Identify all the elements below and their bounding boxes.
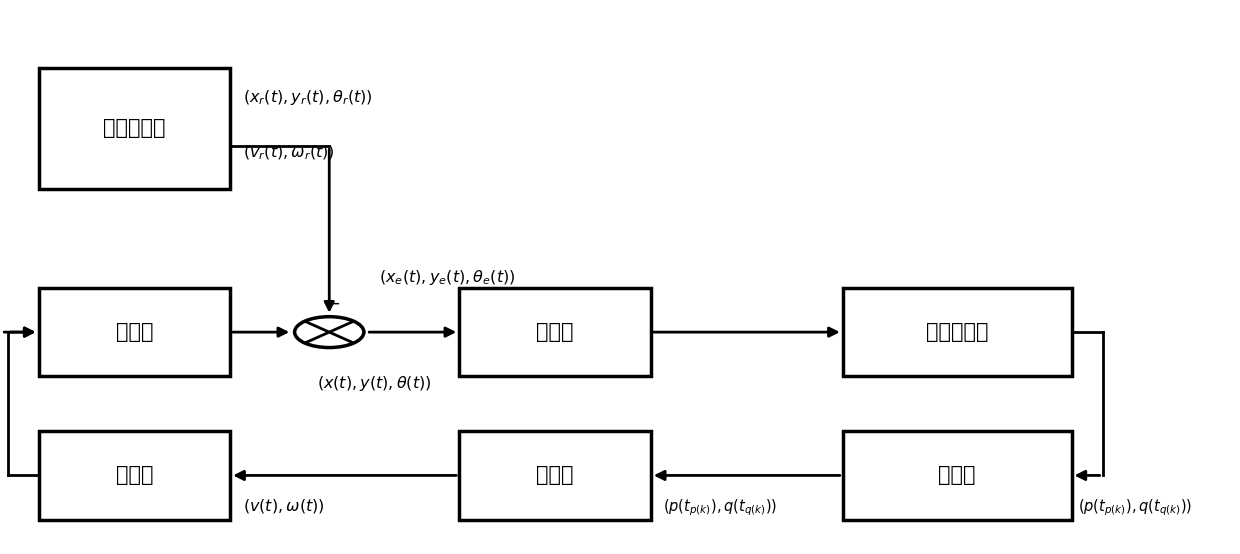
Text: $(x(t), y(t), \theta(t))$: $(x(t), y(t), \theta(t))$ xyxy=(317,374,432,393)
Text: 事件发生器: 事件发生器 xyxy=(926,322,988,342)
Bar xyxy=(843,432,1071,520)
Text: $(p(t_{p(k)}), q(t_{q(k)}))$: $(p(t_{p(k)}), q(t_{q(k)}))$ xyxy=(1078,497,1192,517)
Bar xyxy=(38,288,231,376)
Bar xyxy=(843,288,1071,376)
Text: $(x_r(t), y_r(t), \theta_r(t))$: $(x_r(t), y_r(t), \theta_r(t))$ xyxy=(243,88,372,107)
Text: $(x_e(t), y_e(t), \theta_e(t))$: $(x_e(t), y_e(t), \theta_e(t))$ xyxy=(378,268,516,286)
Text: 参考机器人: 参考机器人 xyxy=(103,118,166,138)
Text: $(v_r(t), \omega_r(t))$: $(v_r(t), \omega_r(t))$ xyxy=(243,143,335,162)
Bar xyxy=(38,432,231,520)
Text: 执行器: 执行器 xyxy=(115,465,154,485)
Text: 传感器: 传感器 xyxy=(536,322,574,342)
Bar xyxy=(459,288,651,376)
Bar xyxy=(459,432,651,520)
Text: 机器人: 机器人 xyxy=(115,322,154,342)
Bar xyxy=(38,68,231,189)
Text: 控制器: 控制器 xyxy=(536,465,574,485)
Text: $(v(t), \omega(t))$: $(v(t), \omega(t))$ xyxy=(243,497,325,515)
Text: 保持器: 保持器 xyxy=(939,465,976,485)
Text: $(p(t_{p(k)}), q(t_{q(k)}))$: $(p(t_{p(k)}), q(t_{q(k)}))$ xyxy=(663,497,777,517)
Text: $-$: $-$ xyxy=(326,293,340,311)
